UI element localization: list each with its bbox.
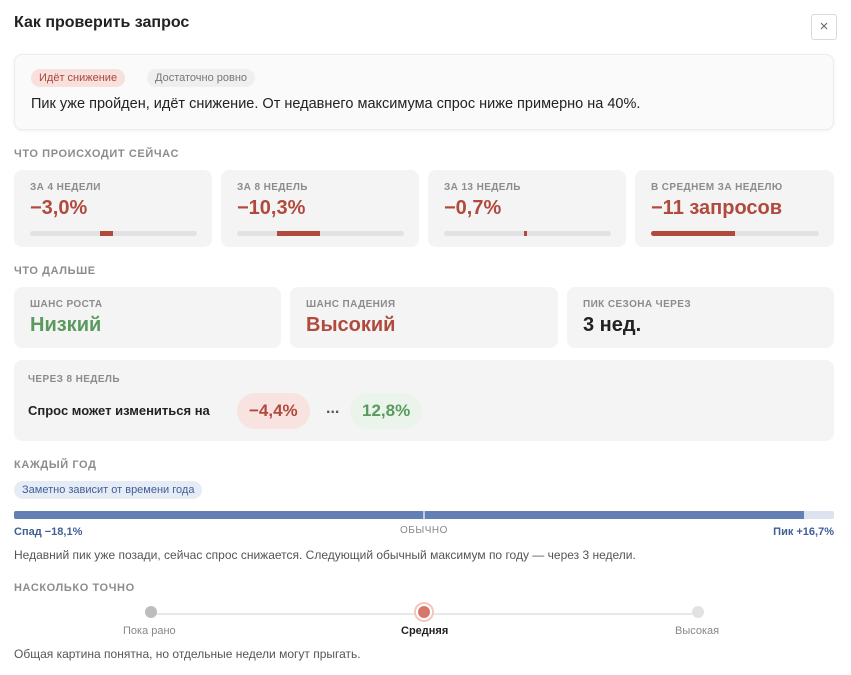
decline-chance-card: ШАНС ПАДЕНИЯ Высокий [290,287,558,348]
metric-value: −10,3% [237,197,306,219]
accuracy-label-early: Пока рано [123,625,176,637]
metric-card-weekly-average: В СРЕДНЕМ ЗА НЕДЕЛЮ −11 запросов [635,170,834,247]
metric-fill [100,231,113,236]
forecast-label: ЧЕРЕЗ 8 НЕДЕЛЬ [28,374,120,385]
growth-chance-value: Низкий [30,314,102,336]
status-badge-decline: Идёт снижение [31,69,126,87]
close-button[interactable]: × [811,14,837,40]
metric-track [444,231,611,236]
status-badge-stability: Достаточно ровно [147,69,256,87]
seasonality-badge: Заметно зависит от времени года [14,481,203,499]
summary-panel: Идёт снижение Достаточно ровно Пик уже п… [14,54,834,130]
card-label: ШАНС РОСТА [30,299,103,310]
season-low-label: Спад −18,1% [14,526,83,538]
metric-track [237,231,404,236]
season-peak-label: Пик +16,7% [773,526,834,538]
section-season-title: КАЖДЫЙ ГОД [14,459,97,471]
accuracy-label-high: Высокая [675,625,720,637]
season-bar [14,511,834,519]
metric-label: ЗА 13 НЕДЕЛЬ [444,182,521,193]
metric-fill [277,231,320,236]
metric-track [30,231,197,236]
season-note: Недавний пик уже позади, сейчас спрос сн… [14,548,636,562]
metric-label: ЗА 4 НЕДЕЛИ [30,182,101,193]
card-label: ПИК СЕЗОНА ЧЕРЕЗ [583,299,691,310]
forecast-separator: ... [326,400,340,417]
metric-fill [524,231,527,236]
season-bar-midpoint [423,511,425,519]
season-bar-fill [14,511,804,519]
section-now-title: ЧТО ПРОИСХОДИТ СЕЙЧАС [14,148,179,160]
accuracy-label-medium: Средняя [401,625,449,637]
forecast-text: Спрос может измениться на [28,403,210,418]
growth-chance-card: ШАНС РОСТА Низкий [14,287,281,348]
accuracy-dot-high [692,606,704,618]
accuracy-dot-medium [416,604,432,620]
metric-card-4-weeks: ЗА 4 НЕДЕЛИ −3,0% [14,170,212,247]
forecast-low-pill: −4,4% [237,393,310,429]
forecast-card: ЧЕРЕЗ 8 НЕДЕЛЬ Спрос может измениться на… [14,360,834,441]
accuracy-dot-early [145,606,157,618]
metric-label: ЗА 8 НЕДЕЛЬ [237,182,308,193]
accuracy-note: Общая картина понятна, но отдельные неде… [14,647,361,661]
metric-value: −3,0% [30,197,88,219]
decline-chance-value: Высокий [306,314,396,336]
metric-card-8-weeks: ЗА 8 НЕДЕЛЬ −10,3% [221,170,419,247]
season-normal-label: ОБЫЧНО [400,525,448,536]
season-peak-value: 3 нед. [583,314,642,336]
forecast-high-pill: 12,8% [350,393,423,429]
metric-card-13-weeks: ЗА 13 НЕДЕЛЬ −0,7% [428,170,626,247]
section-accuracy-title: НАСКОЛЬКО ТОЧНО [14,582,135,594]
metric-value: −11 запросов [651,197,783,219]
summary-text: Пик уже пройден, идёт снижение. От недав… [31,96,641,112]
card-label: ШАНС ПАДЕНИЯ [306,299,396,310]
metric-fill [651,231,735,236]
metric-track [651,231,819,236]
section-next-title: ЧТО ДАЛЬШЕ [14,265,96,277]
dialog-title: Как проверить запрос [14,14,190,31]
metric-label: В СРЕДНЕМ ЗА НЕДЕЛЮ [651,182,783,193]
season-peak-card: ПИК СЕЗОНА ЧЕРЕЗ 3 нед. [567,287,834,348]
metric-value: −0,7% [444,197,502,219]
